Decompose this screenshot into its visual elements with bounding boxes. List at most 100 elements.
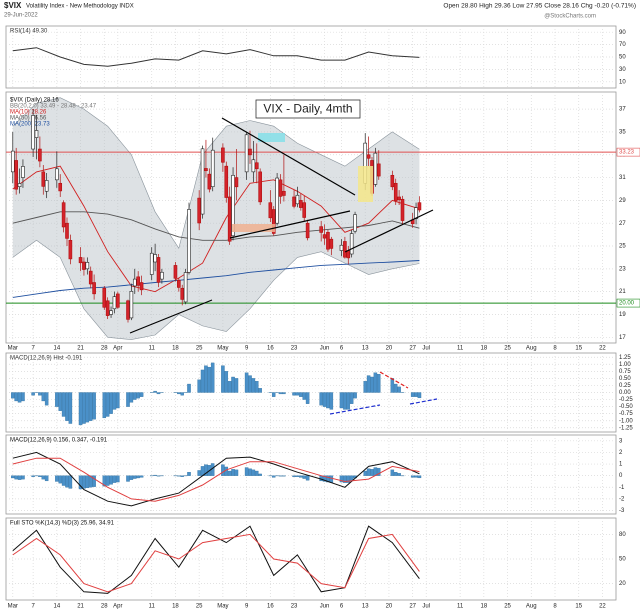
y-tick-label: 80 <box>619 532 626 538</box>
histogram-bar <box>65 392 69 421</box>
candle-body <box>278 179 283 197</box>
x-tick-label: Jun <box>320 346 330 352</box>
credit: @StockCharts.com <box>544 14 596 20</box>
histogram-bar <box>248 375 252 393</box>
histogram-bar <box>302 475 306 479</box>
histogram-bar <box>343 392 347 410</box>
candle-body <box>234 177 239 188</box>
histogram-bar <box>11 392 15 399</box>
candle-body <box>295 194 300 205</box>
y-tick-label: 0 <box>619 473 623 479</box>
histogram-bar <box>322 392 327 407</box>
x-tick-label: Apr <box>113 604 122 610</box>
y-tick-label: 70 <box>619 42 626 48</box>
x-tick-label: 15 <box>575 604 582 610</box>
band-lower <box>12 239 420 340</box>
candle-body <box>160 271 164 280</box>
y-tick-label: -0.50 <box>619 404 633 410</box>
histogram-bar <box>136 475 140 479</box>
histogram-bar <box>271 392 276 397</box>
instrument-name: Volatility Index - New Methodology INDX <box>26 4 134 10</box>
candle-body <box>207 173 212 190</box>
x-tick-label: 9 <box>245 604 249 610</box>
histogram-bar <box>14 475 18 480</box>
y-tick-label: 90 <box>619 30 626 36</box>
candle-body <box>78 257 83 264</box>
candle-body <box>41 171 46 187</box>
histogram-bar <box>139 392 144 397</box>
histogram-bar <box>227 381 232 393</box>
histogram-bar <box>278 475 283 477</box>
candle-body <box>390 174 395 188</box>
candle-body <box>326 232 330 250</box>
indicator-line <box>12 533 420 593</box>
histogram-bar <box>65 475 69 488</box>
histogram-bar <box>207 366 212 393</box>
x-tick-label: 18 <box>480 604 487 610</box>
x-tick-label: 11 <box>457 346 464 352</box>
x-tick-label: 28 <box>101 346 108 352</box>
candle-body <box>221 147 225 163</box>
y-tick-label: 19 <box>619 312 626 318</box>
x-tick-label: 20 <box>386 604 393 610</box>
candle-body <box>109 310 113 315</box>
histogram-bar <box>326 392 330 409</box>
y-tick-label: 37 <box>619 107 626 113</box>
candle-body <box>299 200 303 208</box>
histogram-bar <box>156 392 161 395</box>
legend-entry: MACD(12,26,9) Hist -0.191 <box>10 356 83 362</box>
candle-body <box>88 270 93 285</box>
histogram-bar <box>349 392 354 404</box>
y-tick-label: 0.25 <box>619 383 631 389</box>
candle-body <box>292 196 296 207</box>
histogram-bar <box>227 470 232 476</box>
histogram-bar <box>109 392 113 414</box>
x-tick-label: 21 <box>77 604 84 610</box>
histogram-bar <box>278 392 283 395</box>
histogram-bar <box>397 473 401 476</box>
x-tick-label: 6 <box>340 346 344 352</box>
histogram-bar <box>156 475 161 477</box>
histogram-bar <box>282 475 286 477</box>
candle-body <box>132 278 137 287</box>
y-tick-label: 0.75 <box>619 369 631 375</box>
histogram-bar <box>299 392 303 397</box>
candle-body <box>92 282 96 295</box>
histogram-bar <box>397 386 401 393</box>
y-tick-label: 27 <box>619 221 626 227</box>
moving-average <box>12 260 420 298</box>
y-tick-label: 1 <box>619 462 623 468</box>
histogram-bar <box>109 475 113 485</box>
legend-entry: MA(10) 28.26 <box>10 110 47 116</box>
x-tick-label: 22 <box>599 604 606 610</box>
histogram-bar <box>21 475 25 480</box>
highlight-box <box>358 166 373 202</box>
candle-body <box>31 115 35 150</box>
histogram-bar <box>231 376 235 393</box>
histogram-bar <box>377 467 381 476</box>
histogram-bar <box>221 464 225 476</box>
histogram-bar <box>61 475 66 486</box>
x-tick-label: 21 <box>77 346 84 352</box>
x-tick-label: Jul <box>422 346 430 352</box>
y-tick-label: 0.50 <box>619 376 631 382</box>
x-tick-label: 22 <box>599 346 606 352</box>
panel <box>5 25 617 89</box>
histogram-bar <box>221 365 225 393</box>
y-tick-label: -2 <box>619 496 625 502</box>
x-tick-label: 6 <box>340 604 344 610</box>
candle-body <box>116 293 120 308</box>
candle-body <box>339 244 344 251</box>
histogram-bar <box>414 475 418 478</box>
indicator-line <box>12 47 420 67</box>
candle-body <box>38 148 42 162</box>
histogram-bar <box>78 392 83 426</box>
histogram-bar <box>105 392 110 417</box>
histogram-bar <box>234 378 239 393</box>
band-upper <box>12 97 420 250</box>
level-tag <box>616 298 640 308</box>
panel <box>5 352 617 433</box>
annotations: VIX - Daily, 4mth <box>129 99 438 415</box>
x-tick-label: 27 <box>409 346 416 352</box>
histogram-bar <box>68 392 73 424</box>
